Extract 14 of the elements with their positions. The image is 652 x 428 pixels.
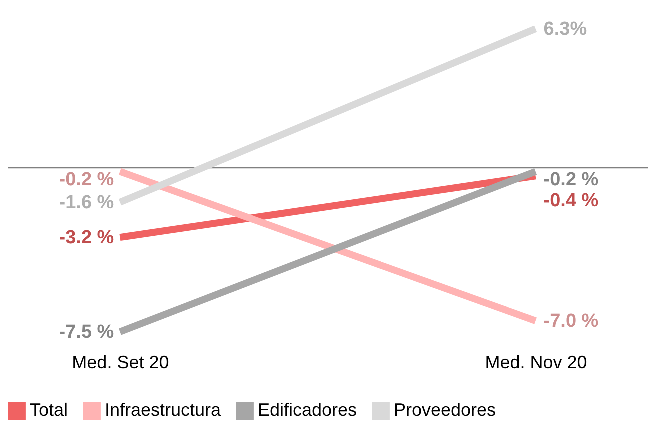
x-tick-label: Med. Nov 20 (485, 352, 588, 372)
x-tick-label: Med. Set 20 (72, 352, 170, 372)
legend-label: Edificadores (258, 400, 358, 420)
data-label: -0.2 % (544, 169, 599, 190)
data-label: -1.6 % (59, 192, 114, 214)
data-label: -7.5 % (59, 322, 114, 343)
data-label: -0.2 % (59, 169, 114, 190)
data-label: 6.3% (544, 19, 588, 40)
legend-label: Total (30, 400, 68, 420)
data-label: -3.2 % (59, 228, 114, 249)
data-label: -7.0 % (544, 311, 599, 332)
data-label: -0.4 % (544, 190, 599, 212)
legend-label: Infraestructura (105, 400, 222, 420)
legend-label: Proveedores (394, 400, 496, 420)
